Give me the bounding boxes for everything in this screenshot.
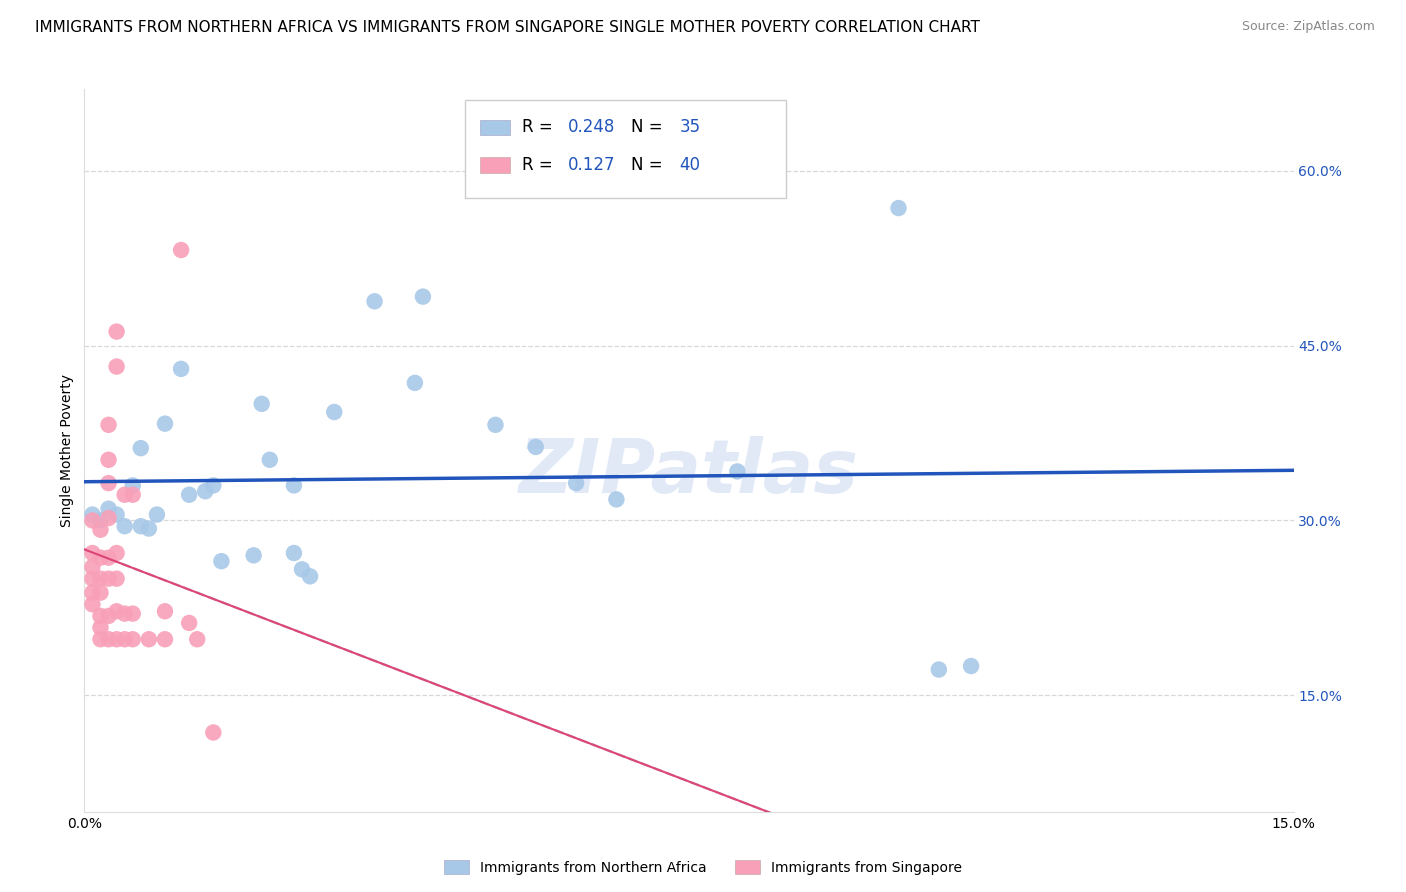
Point	[565, 476, 588, 491]
Point	[89, 572, 111, 586]
Point	[121, 478, 143, 492]
Point	[97, 452, 120, 467]
Point	[129, 441, 152, 455]
Point	[89, 609, 111, 624]
Text: Source: ZipAtlas.com: Source: ZipAtlas.com	[1241, 20, 1375, 33]
Point	[105, 546, 128, 560]
Point	[105, 359, 128, 374]
Point	[605, 492, 627, 507]
Point	[928, 663, 950, 677]
Text: ZIPatlas: ZIPatlas	[519, 435, 859, 508]
Point	[138, 632, 160, 647]
FancyBboxPatch shape	[465, 100, 786, 198]
Point	[121, 632, 143, 647]
Point	[89, 550, 111, 565]
Text: R =: R =	[522, 119, 558, 136]
Point	[887, 201, 910, 215]
Point	[323, 405, 346, 419]
Point	[82, 585, 104, 599]
Point	[97, 609, 120, 624]
Point	[138, 522, 160, 536]
Point	[89, 585, 111, 599]
Point	[89, 513, 111, 527]
Text: IMMIGRANTS FROM NORTHERN AFRICA VS IMMIGRANTS FROM SINGAPORE SINGLE MOTHER POVER: IMMIGRANTS FROM NORTHERN AFRICA VS IMMIG…	[35, 20, 980, 35]
Point	[97, 550, 120, 565]
Point	[153, 604, 176, 618]
Point	[82, 513, 104, 527]
Point	[202, 478, 225, 492]
Point	[524, 440, 547, 454]
Point	[283, 546, 305, 560]
Point	[82, 572, 104, 586]
FancyBboxPatch shape	[479, 120, 510, 136]
FancyBboxPatch shape	[479, 157, 510, 173]
Point	[283, 478, 305, 492]
Point	[179, 615, 201, 630]
Point	[186, 632, 208, 647]
Point	[121, 607, 143, 621]
Point	[202, 725, 225, 739]
Y-axis label: Single Mother Poverty: Single Mother Poverty	[60, 374, 75, 527]
Point	[291, 562, 314, 576]
Point	[121, 488, 143, 502]
Point	[114, 607, 136, 621]
Point	[250, 397, 273, 411]
Point	[105, 508, 128, 522]
Point	[960, 659, 983, 673]
Point	[97, 417, 120, 432]
Point	[89, 523, 111, 537]
Point	[114, 632, 136, 647]
Text: 0.248: 0.248	[568, 119, 616, 136]
Point	[153, 417, 176, 431]
Point	[105, 632, 128, 647]
Point	[179, 488, 201, 502]
Point	[89, 632, 111, 647]
Text: 40: 40	[679, 156, 700, 174]
Point	[299, 569, 322, 583]
Point	[242, 549, 264, 563]
Text: N =: N =	[631, 119, 668, 136]
Point	[170, 243, 193, 257]
Point	[412, 290, 434, 304]
Point	[105, 572, 128, 586]
Point	[209, 554, 232, 568]
Legend: Immigrants from Northern Africa, Immigrants from Singapore: Immigrants from Northern Africa, Immigra…	[439, 855, 967, 880]
Text: R =: R =	[522, 156, 558, 174]
Point	[170, 362, 193, 376]
Point	[725, 465, 748, 479]
Text: 0.127: 0.127	[568, 156, 616, 174]
Point	[114, 519, 136, 533]
Point	[259, 452, 281, 467]
Point	[363, 294, 385, 309]
Point	[105, 325, 128, 339]
Point	[484, 417, 506, 432]
Point	[146, 508, 169, 522]
Point	[404, 376, 426, 390]
Point	[114, 488, 136, 502]
Point	[82, 560, 104, 574]
Point	[97, 632, 120, 647]
Point	[97, 572, 120, 586]
Point	[194, 484, 217, 499]
Point	[153, 632, 176, 647]
Point	[97, 511, 120, 525]
Point	[82, 597, 104, 611]
Point	[105, 604, 128, 618]
Point	[82, 508, 104, 522]
Point	[89, 621, 111, 635]
Point	[97, 476, 120, 491]
Point	[82, 546, 104, 560]
Text: 35: 35	[679, 119, 700, 136]
Point	[129, 519, 152, 533]
Point	[97, 501, 120, 516]
Text: N =: N =	[631, 156, 668, 174]
